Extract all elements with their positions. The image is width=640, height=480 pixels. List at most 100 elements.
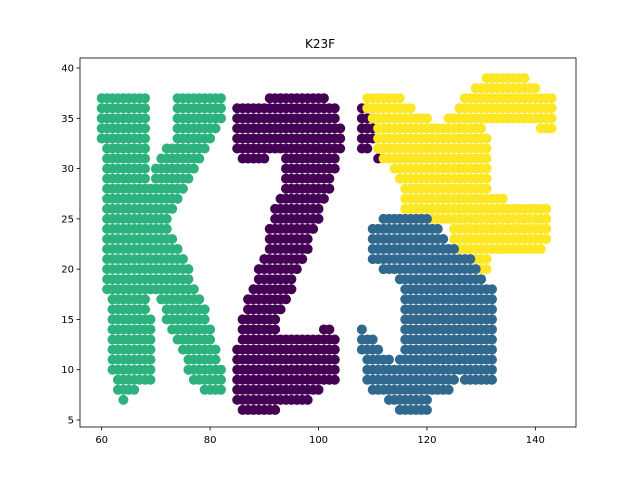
points-layer: [96, 73, 557, 415]
scatter-point: [324, 173, 335, 184]
scatter-point: [329, 103, 340, 114]
scatter-point: [421, 113, 432, 124]
scatter-point: [367, 334, 378, 345]
scatter-point: [329, 374, 340, 385]
scatter-point: [541, 223, 552, 234]
scatter-point: [470, 264, 481, 275]
scatter-point: [199, 304, 210, 315]
scatter-point: [297, 254, 308, 265]
scatter-point: [313, 203, 324, 214]
scatter-point: [497, 193, 508, 204]
scatter-point: [140, 133, 151, 144]
x-tick-label: 100: [309, 435, 328, 446]
scatter-point: [270, 404, 281, 415]
scatter-point: [177, 254, 188, 265]
scatter-point: [140, 143, 151, 154]
scatter-point: [210, 123, 221, 134]
scatter-point: [205, 324, 216, 335]
scatter-point: [140, 93, 151, 104]
scatter-point: [140, 103, 151, 114]
scatter-point: [286, 284, 297, 295]
scatter-point: [486, 294, 497, 305]
scatter-point: [535, 244, 546, 255]
scatter-point: [438, 233, 449, 244]
scatter-point: [481, 153, 492, 164]
scatter-point: [210, 354, 221, 365]
scatter-point: [486, 324, 497, 335]
scatter-point: [167, 233, 178, 244]
scatter-point: [210, 344, 221, 355]
scatter-point: [188, 163, 199, 174]
scatter-point: [145, 334, 156, 345]
x-tick-label: 80: [204, 435, 217, 446]
scatter-point: [145, 374, 156, 385]
scatter-point: [329, 163, 340, 174]
scatter-point: [215, 103, 226, 114]
scatter-point: [172, 193, 183, 204]
scatter-point: [280, 294, 291, 305]
scatter-point: [421, 394, 432, 405]
scatter-point: [313, 213, 324, 224]
scatter-point: [356, 324, 367, 335]
scatter-point: [194, 153, 205, 164]
scatter-point: [481, 133, 492, 144]
scatter-point: [161, 213, 172, 224]
scatter-point: [481, 254, 492, 265]
scatter-point: [329, 344, 340, 355]
scatter-point: [302, 394, 313, 405]
y-tick-label: 5: [68, 415, 74, 426]
y-tick-label: 20: [61, 265, 74, 276]
x-tick-label: 60: [95, 435, 108, 446]
scatter-point: [373, 344, 384, 355]
scatter-point: [486, 364, 497, 375]
x-tick-label: 140: [526, 435, 545, 446]
scatter-point: [476, 123, 487, 134]
scatter-point: [486, 314, 497, 325]
scatter-point: [383, 354, 394, 365]
scatter-point: [329, 354, 340, 365]
scatter-point: [324, 183, 335, 194]
scatter-point: [167, 203, 178, 214]
scatter-point: [199, 314, 210, 325]
scatter-point: [329, 364, 340, 375]
y-tick-label: 40: [61, 64, 74, 75]
scatter-point: [335, 143, 346, 154]
scatter-point: [215, 364, 226, 375]
scatter-point: [481, 143, 492, 154]
scatter-point: [546, 103, 557, 114]
scatter-point: [259, 153, 270, 164]
scatter-point: [449, 374, 460, 385]
scatter-point: [329, 113, 340, 124]
scatter-point: [465, 254, 476, 265]
scatter-point: [140, 163, 151, 174]
scatter-point: [177, 183, 188, 194]
scatter-point: [183, 173, 194, 184]
y-tick-label: 35: [61, 114, 74, 125]
scatter-point: [205, 133, 216, 144]
scatter-point: [486, 354, 497, 365]
scatter-point: [318, 193, 329, 204]
scatter-point: [308, 223, 319, 234]
scatter-point: [541, 213, 552, 224]
scatter-point: [313, 384, 324, 395]
scatter-point: [449, 244, 460, 255]
scatter-point: [215, 374, 226, 385]
scatter-point: [481, 163, 492, 174]
scatter-point: [546, 93, 557, 104]
scatter-point: [519, 73, 530, 84]
scatter-point: [183, 264, 194, 275]
scatter-point: [275, 304, 286, 315]
scatter-point: [329, 153, 340, 164]
scatter-point: [215, 113, 226, 124]
scatter-point: [335, 133, 346, 144]
y-tick-label: 30: [61, 164, 74, 175]
scatter-point: [118, 394, 129, 405]
scatter-point: [291, 264, 302, 275]
scatter-point: [145, 364, 156, 375]
scatter-point: [140, 304, 151, 315]
scatter-point: [140, 173, 151, 184]
scatter-point: [302, 244, 313, 255]
scatter-point: [486, 304, 497, 315]
scatter-point: [145, 324, 156, 335]
scatter-point: [443, 384, 454, 395]
